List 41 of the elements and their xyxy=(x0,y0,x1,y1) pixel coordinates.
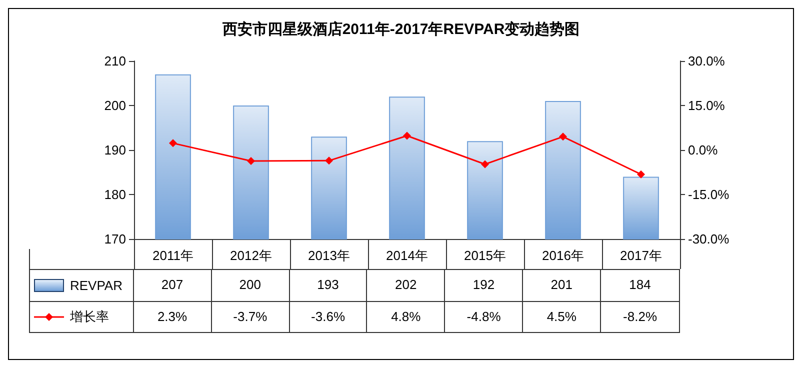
x-tick-label: 2014年 xyxy=(386,248,428,263)
x-tick-label: 2017年 xyxy=(620,248,662,263)
y2-tick-label: -15.0% xyxy=(688,187,730,202)
y2-tick-label: 30.0% xyxy=(688,54,726,68)
data-label: 202 xyxy=(367,270,446,301)
legend-label: 增长率 xyxy=(70,308,109,326)
y-tick-label: 190 xyxy=(104,142,126,158)
y-tick-label: 200 xyxy=(104,98,126,113)
point xyxy=(481,160,489,168)
point xyxy=(247,156,255,165)
data-label: -8.2% xyxy=(622,308,658,326)
data-label: 192 xyxy=(445,270,524,301)
data-label: -4.8% xyxy=(445,302,524,332)
data-label: 207 xyxy=(134,270,212,301)
data-label: 200 xyxy=(212,270,290,301)
data-label: 184 xyxy=(628,276,652,294)
point xyxy=(637,170,645,178)
y-tick-label: 210 xyxy=(104,54,126,68)
chart-title: 西安市四星级酒店2011年-2017年REVPAR变动趋势图 xyxy=(221,20,580,38)
data-label: -3.6% xyxy=(290,302,368,332)
data-label: 201 xyxy=(523,270,602,301)
y2-tick-label: 0.0% xyxy=(688,142,718,158)
x-tick-label: 2013年 xyxy=(308,248,350,263)
y2-tick-label: -30.0% xyxy=(688,232,730,246)
point xyxy=(325,156,333,165)
point xyxy=(559,132,567,141)
data-label: 193 xyxy=(290,270,368,301)
data-label: 2.3% xyxy=(134,302,212,332)
x-tick-label: 2015年 xyxy=(464,248,506,263)
y-tick-label: 180 xyxy=(104,187,126,202)
x-tick-label: 2012年 xyxy=(230,248,272,263)
y2-tick-label: 15.0% xyxy=(688,98,726,113)
x-tick-label: 2011年 xyxy=(152,248,194,263)
data-label: -3.7% xyxy=(212,302,290,332)
data-label: 4.5% xyxy=(523,302,602,332)
point xyxy=(169,139,177,148)
legend-label: REVPAR xyxy=(70,278,122,293)
x-tick-label: 2016年 xyxy=(542,248,584,263)
point xyxy=(403,132,411,140)
data-label: 4.8% xyxy=(367,302,446,332)
y-tick-label: 170 xyxy=(104,232,126,246)
